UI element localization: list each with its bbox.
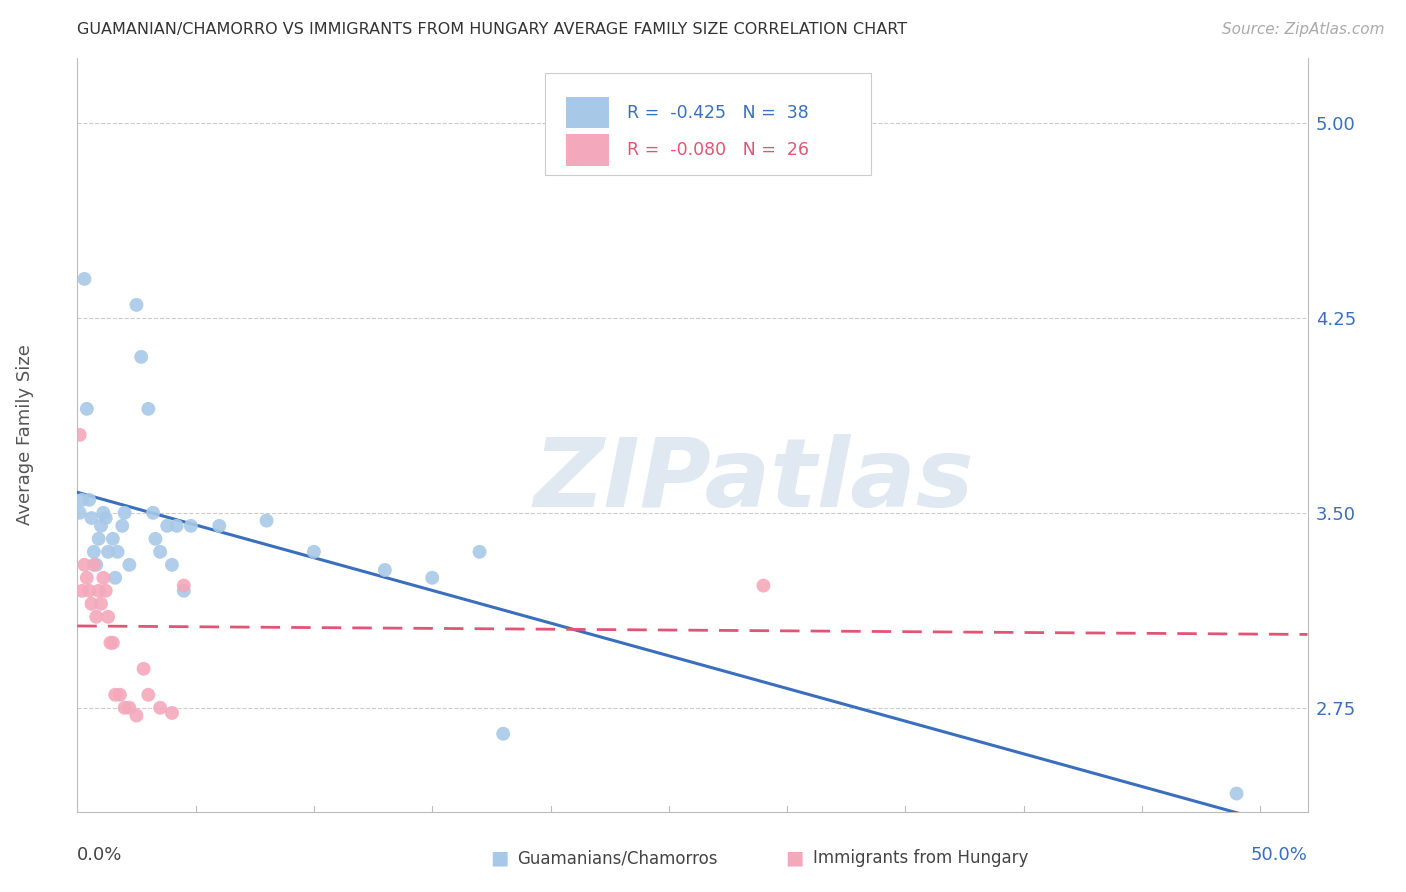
Point (87, 532, 110, 546)
Point (374, 563, 396, 577)
Bar (565, 135, 609, 166)
Point (160, 558, 183, 572)
Text: GUAMANIAN/CHAMORRO VS IMMIGRANTS FROM HUNGARY AVERAGE FAMILY SIZE CORRELATION CH: GUAMANIAN/CHAMORRO VS IMMIGRANTS FROM HU… (77, 22, 907, 37)
Point (125, 708, 148, 723)
Point (70, 492, 93, 507)
Point (76, 401, 98, 416)
Bar (565, 97, 609, 128)
Point (94, 511, 117, 525)
Point (101, 636, 124, 650)
Point (492, 727, 515, 741)
Point (101, 532, 124, 546)
Point (132, 662, 155, 676)
Point (160, 706, 183, 720)
Text: Immigrants from Hungary: Immigrants from Hungary (813, 849, 1028, 867)
Point (104, 571, 127, 585)
Point (129, 350, 152, 364)
Point (136, 688, 159, 702)
Point (136, 401, 159, 416)
Text: Source: ZipAtlas.com: Source: ZipAtlas.com (1222, 22, 1385, 37)
Point (149, 700, 172, 714)
Point (80, 597, 103, 611)
Point (70, 583, 93, 598)
Point (125, 298, 148, 312)
Point (84, 609, 107, 624)
Point (77, 492, 100, 507)
Point (87, 583, 110, 598)
Point (752, 578, 775, 592)
Point (83, 545, 105, 559)
Text: ■: ■ (785, 848, 804, 868)
FancyBboxPatch shape (546, 73, 870, 175)
Point (208, 518, 231, 533)
Point (118, 558, 141, 572)
Text: 50.0%: 50.0% (1251, 846, 1308, 863)
Text: Average Family Size: Average Family Size (17, 344, 34, 525)
Point (256, 514, 278, 528)
Point (111, 518, 134, 533)
Point (93, 506, 115, 520)
Point (114, 506, 136, 520)
Point (84, 558, 107, 572)
Point (173, 583, 195, 598)
Text: 0.0%: 0.0% (77, 846, 122, 863)
Point (83, 558, 105, 572)
Point (97, 545, 120, 559)
Point (149, 545, 172, 559)
Point (104, 688, 127, 702)
Point (73, 558, 96, 572)
Point (118, 700, 141, 714)
Point (77, 583, 100, 598)
Text: R =  -0.425   N =  38: R = -0.425 N = 38 (627, 103, 808, 121)
Point (90, 597, 112, 611)
Text: R =  -0.080   N =  26: R = -0.080 N = 26 (627, 141, 810, 160)
Point (94, 583, 117, 598)
Point (180, 518, 202, 533)
Text: ZIPatlas: ZIPatlas (534, 434, 974, 526)
Point (97, 609, 120, 624)
Point (114, 700, 136, 714)
Point (468, 545, 491, 559)
Point (73, 272, 96, 286)
Point (108, 688, 131, 702)
Point (142, 506, 165, 520)
Point (76, 571, 98, 585)
Point (93, 571, 115, 585)
Point (69, 506, 91, 520)
Text: Guamanians/Chamorros: Guamanians/Chamorros (517, 849, 718, 867)
Point (145, 532, 167, 546)
Point (173, 578, 195, 592)
Point (80, 511, 103, 525)
Point (100, 636, 122, 650)
Text: ■: ■ (489, 848, 509, 868)
Point (302, 545, 325, 559)
Point (156, 518, 179, 533)
Point (69, 428, 91, 442)
Point (90, 518, 112, 533)
Point (166, 518, 188, 533)
Point (1226, 787, 1249, 801)
Point (420, 571, 443, 585)
Point (107, 545, 129, 559)
